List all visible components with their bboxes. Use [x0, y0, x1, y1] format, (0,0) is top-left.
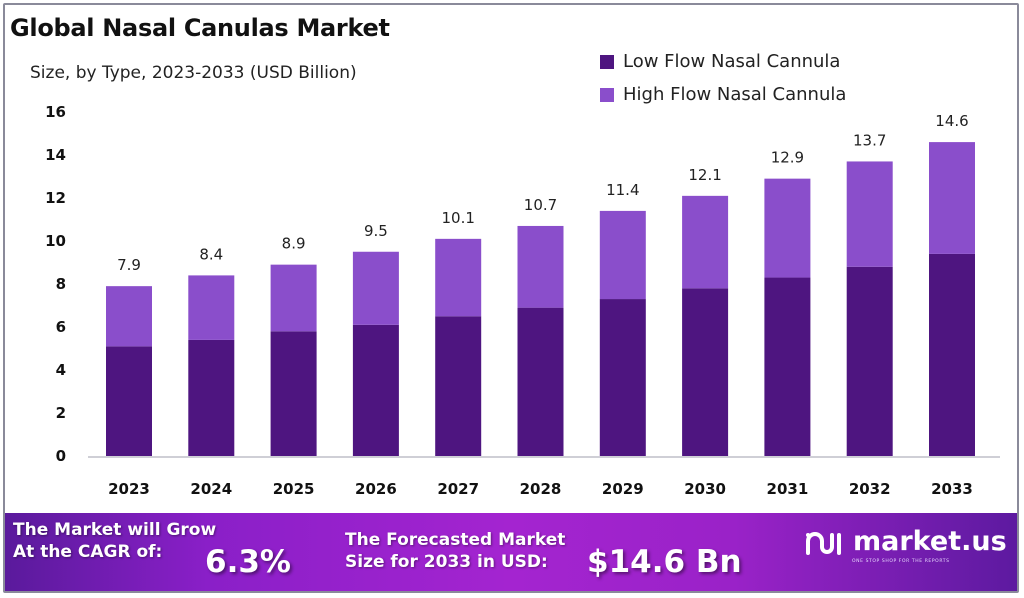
- x-tick-label: 2026: [355, 480, 397, 498]
- data-label: 7.9: [117, 256, 141, 274]
- market-us-logo: market.us ONE STOP SHOP FOR THE REPORTS: [805, 526, 1007, 564]
- forecast-text: The Forecasted Market Size for 2033 in U…: [345, 529, 565, 573]
- chart-subtitle: Size, by Type, 2023-2033 (USD Billion): [30, 63, 357, 83]
- bar-segment-high-flow: [764, 178, 811, 278]
- bar-segment-low-flow: [764, 277, 811, 456]
- bar-segment-high-flow: [682, 195, 729, 289]
- bar-segment-high-flow: [929, 142, 975, 254]
- bar-segment-low-flow: [106, 346, 152, 456]
- x-tick-label: 2024: [190, 480, 232, 498]
- cagr-value: 6.3%: [205, 544, 291, 580]
- bar-segment-high-flow: [435, 238, 482, 317]
- x-tick-label: 2025: [273, 480, 315, 498]
- logo-mark-icon: [806, 532, 841, 555]
- x-tick-label: 2031: [767, 480, 809, 498]
- data-labels: 7.9 8.4 8.9 9.5 10.1 10.7 11.4 12.1 12.9 13.7 14.6: [117, 112, 969, 274]
- y-tick-label: 2: [56, 404, 66, 422]
- bar-segment-low-flow: [846, 266, 893, 456]
- x-tick-label: 2023: [108, 480, 150, 498]
- cagr-line-2: At the CAGR of:: [13, 542, 163, 562]
- y-tick-label: 16: [45, 103, 66, 121]
- data-label: 9.5: [364, 222, 388, 240]
- bars: [106, 142, 975, 456]
- data-label: 8.9: [282, 235, 306, 253]
- bar-segment-high-flow: [106, 286, 152, 347]
- bar-segment-low-flow: [352, 324, 399, 456]
- bar-segment-low-flow: [682, 288, 729, 456]
- forecast-value: $14.6 Bn: [587, 544, 742, 580]
- data-label: 10.1: [441, 209, 474, 227]
- x-tick-label: 2029: [602, 480, 644, 498]
- bar-segment-high-flow: [352, 251, 399, 325]
- y-tick-label: 0: [56, 447, 66, 465]
- x-tick-label: 2027: [437, 480, 479, 498]
- data-label: 12.9: [771, 149, 804, 167]
- cagr-text: The Market will Grow At the CAGR of:: [13, 519, 216, 563]
- data-label: 13.7: [853, 131, 886, 149]
- summary-banner: The Market will Grow At the CAGR of: 6.3…: [5, 513, 1017, 591]
- logo-name: market.us: [853, 526, 1007, 557]
- legend-item-low-flow: Low Flow Nasal Cannula: [600, 45, 846, 78]
- data-label: 12.1: [688, 166, 721, 184]
- bar-segment-high-flow: [599, 210, 646, 300]
- bar-segment-low-flow: [929, 253, 975, 456]
- data-label: 8.4: [199, 245, 223, 263]
- logo-tagline: ONE STOP SHOP FOR THE REPORTS: [852, 559, 950, 564]
- data-label: 10.7: [524, 196, 557, 214]
- y-tick-label: 14: [45, 146, 66, 164]
- y-tick-label: 10: [45, 232, 66, 250]
- bar-segment-high-flow: [517, 225, 564, 308]
- legend-label-low-flow: Low Flow Nasal Cannula: [623, 51, 841, 72]
- legend-swatch-high-flow: [600, 87, 614, 102]
- bar-segment-low-flow: [270, 331, 317, 456]
- forecast-line-2: Size for 2033 in USD:: [345, 552, 548, 572]
- y-tick-label: 8: [56, 275, 66, 293]
- cagr-line-1: The Market will Grow: [13, 520, 217, 540]
- x-tick-label: 2028: [520, 480, 562, 498]
- y-tick-label: 4: [56, 361, 66, 379]
- legend-item-high-flow: High Flow Nasal Cannula: [600, 78, 846, 111]
- legend: Low Flow Nasal Cannula High Flow Nasal C…: [600, 45, 846, 111]
- y-tick-label: 12: [45, 189, 66, 207]
- forecast-line-1: The Forecasted Market: [345, 530, 566, 550]
- data-label: 11.4: [606, 181, 639, 199]
- y-axis: 0 2 4 6 8 10 12 14 16: [45, 103, 66, 465]
- x-tick-label: 2033: [931, 480, 973, 498]
- legend-label-high-flow: High Flow Nasal Cannula: [623, 84, 847, 105]
- chart-frame: [3, 3, 1019, 593]
- y-tick-label: 6: [56, 318, 66, 336]
- bar-segment-low-flow: [188, 339, 235, 456]
- bar-segment-low-flow: [435, 316, 482, 456]
- bar-segment-high-flow: [188, 275, 235, 340]
- x-axis: 2023 2024 2025 2026 2027 2028 2029 2030 2031 2032…: [108, 480, 973, 498]
- x-tick-label: 2032: [849, 480, 891, 498]
- chart-title: Global Nasal Canulas Market: [10, 14, 390, 42]
- bar-segment-high-flow: [846, 161, 893, 267]
- bar-segment-low-flow: [517, 307, 564, 456]
- legend-swatch-low-flow: [600, 54, 614, 69]
- bar-segment-low-flow: [599, 299, 646, 456]
- bar-segment-high-flow: [270, 264, 317, 332]
- x-tick-label: 2030: [684, 480, 726, 498]
- data-label: 14.6: [935, 112, 968, 130]
